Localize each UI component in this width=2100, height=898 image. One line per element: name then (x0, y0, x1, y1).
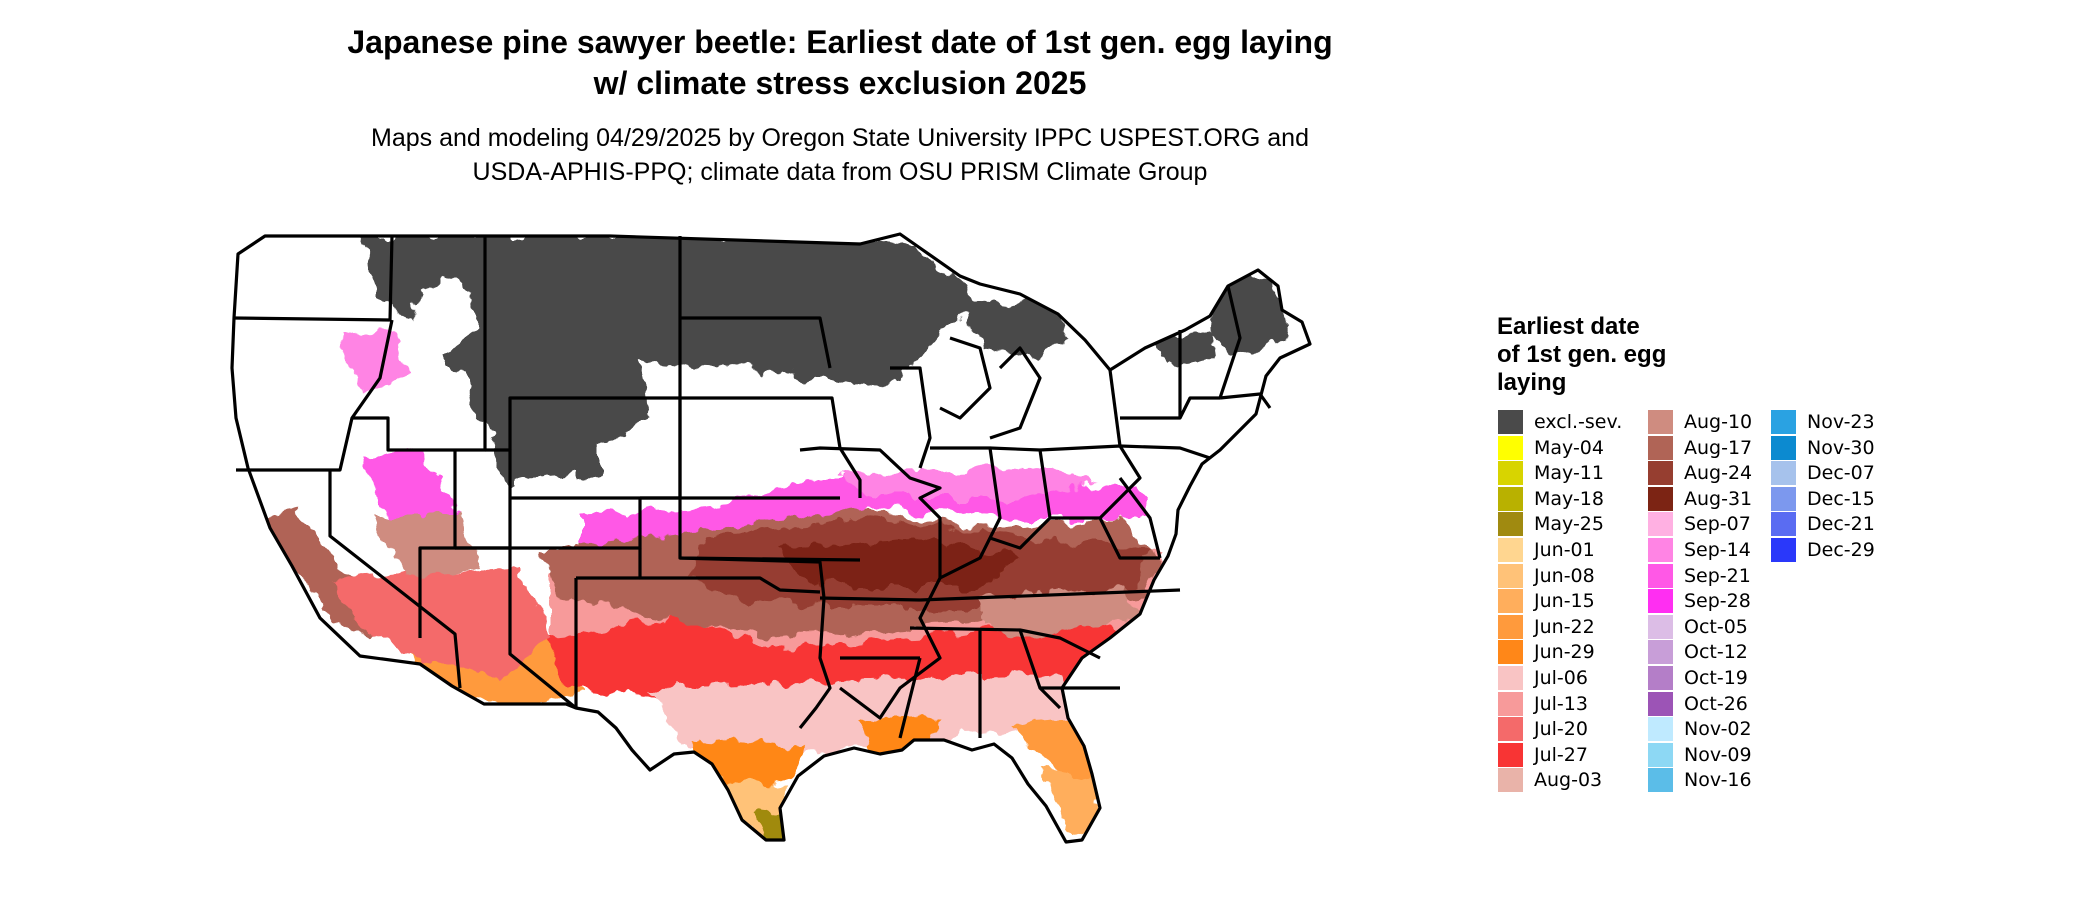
legend-swatch (1498, 665, 1523, 690)
legend-label: Nov-23 (1807, 411, 1875, 433)
legend-label: Sep-28 (1684, 590, 1751, 613)
legend-title-line-2: of 1st gen. egg (1497, 341, 1667, 368)
legend-swatch (1648, 691, 1673, 716)
legend-label: excl.-sev. (1534, 411, 1623, 433)
legend-swatch (1498, 486, 1523, 511)
legend-swatch (1648, 537, 1673, 562)
legend-label: May-25 (1534, 513, 1604, 536)
legend-label: Aug-31 (1684, 487, 1753, 510)
legend-label: Jul-06 (1534, 666, 1588, 689)
legend-label: Jun-15 (1534, 590, 1595, 613)
map-subtitle-line-2: USDA-APHIS-PPQ; climate data from OSU PR… (472, 158, 1208, 186)
legend-label: Jul-13 (1534, 692, 1588, 715)
legend-swatch (1648, 435, 1673, 460)
legend-label: Dec-21 (1807, 513, 1875, 536)
legend-swatch (1771, 512, 1796, 537)
legend-label: Aug-10 (1684, 411, 1753, 433)
legend-label: May-11 (1534, 462, 1604, 485)
legend-label: Aug-17 (1684, 436, 1753, 459)
legend-swatch (1771, 435, 1796, 460)
legend-label: Jun-08 (1534, 564, 1595, 587)
legend-swatch (1648, 589, 1673, 614)
legend-label: Jul-27 (1534, 743, 1588, 766)
legend-swatch (1648, 742, 1673, 767)
legend-swatch (1771, 537, 1796, 562)
legend-swatch (1648, 410, 1673, 434)
legend-label: Oct-19 (1684, 666, 1748, 689)
state-boundaries (230, 232, 1312, 844)
legend-label: Jun-22 (1534, 615, 1595, 638)
conus-map (230, 232, 1312, 844)
egg-laying-date-raster (232, 234, 1310, 842)
legend-swatch (1771, 486, 1796, 511)
legend-swatch (1498, 742, 1523, 767)
legend-swatch (1498, 589, 1523, 614)
legend-label: Sep-07 (1684, 513, 1751, 536)
legend-swatch (1648, 563, 1673, 588)
legend-label: Aug-24 (1684, 462, 1753, 485)
legend-swatch (1771, 461, 1796, 486)
legend-title: Earliest date of 1st gen. egg laying (1497, 313, 1737, 397)
legend-label: Sep-14 (1684, 538, 1751, 561)
map-subtitle-line-1: Maps and modeling 04/29/2025 by Oregon S… (371, 124, 1309, 152)
map-title-line-2: w/ climate stress exclusion 2025 (593, 65, 1087, 101)
legend-swatch (1648, 461, 1673, 486)
legend-label: May-04 (1534, 436, 1604, 459)
legend-swatch (1498, 410, 1523, 434)
legend-label: Nov-09 (1684, 743, 1752, 766)
legend-swatch (1648, 640, 1673, 665)
legend-swatch (1498, 435, 1523, 460)
map-subtitle: Maps and modeling 04/29/2025 by Oregon S… (0, 121, 1680, 189)
legend-swatch (1498, 563, 1523, 588)
legend-swatch (1498, 640, 1523, 665)
legend-label: May-18 (1534, 487, 1604, 510)
legend-label: Jun-29 (1534, 641, 1595, 664)
legend-swatch (1648, 512, 1673, 537)
legend-swatch (1498, 691, 1523, 716)
legend-swatch (1648, 717, 1673, 742)
legend-swatch (1498, 717, 1523, 742)
legend-label: Oct-05 (1684, 615, 1748, 638)
legend-swatch (1498, 768, 1523, 793)
legend-label: Oct-12 (1684, 641, 1748, 664)
legend-label: Dec-15 (1807, 487, 1875, 510)
legend-swatch (1498, 614, 1523, 639)
map-title: Japanese pine sawyer beetle: Earliest da… (0, 22, 1680, 104)
legend-swatch (1498, 537, 1523, 562)
legend-swatch (1648, 768, 1673, 793)
legend-swatch (1771, 410, 1796, 434)
legend-label: Jul-20 (1534, 718, 1588, 741)
legend-swatch (1648, 665, 1673, 690)
legend-label: Jun-01 (1534, 538, 1595, 561)
legend-label: Oct-26 (1684, 692, 1748, 715)
legend-label: Nov-30 (1807, 436, 1875, 459)
legend-label: Dec-29 (1807, 538, 1875, 561)
legend-label: Nov-16 (1684, 769, 1752, 792)
legend-label: Aug-03 (1534, 769, 1603, 792)
legend-label: Nov-02 (1684, 718, 1752, 741)
legend-label: Sep-21 (1684, 564, 1751, 587)
legend-title-line-1: Earliest date (1497, 313, 1640, 340)
legend-label: Dec-07 (1807, 462, 1875, 485)
legend-swatch (1498, 512, 1523, 537)
legend-swatch (1648, 614, 1673, 639)
legend-swatch (1498, 461, 1523, 486)
map-title-line-1: Japanese pine sawyer beetle: Earliest da… (347, 24, 1333, 60)
legend-title-line-3: laying (1497, 369, 1567, 396)
legend-swatch (1648, 486, 1673, 511)
